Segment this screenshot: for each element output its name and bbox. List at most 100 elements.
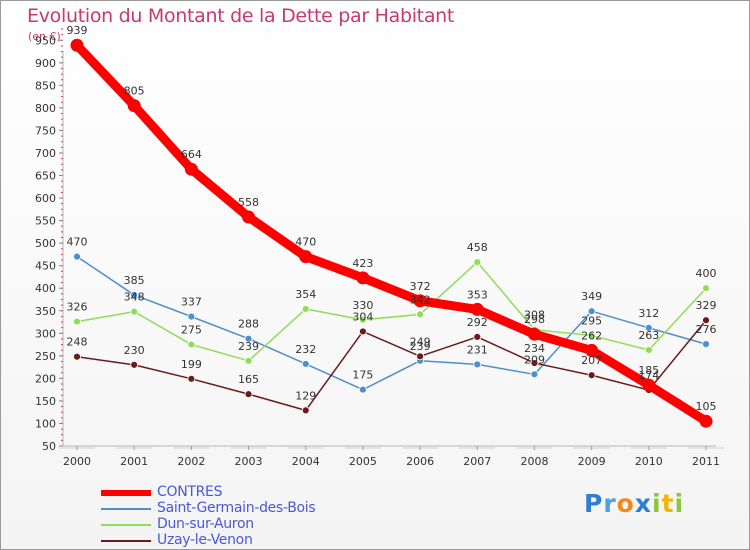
data-point (702, 316, 710, 325)
data-point (301, 360, 310, 368)
y-tick-label: 950 (35, 34, 56, 47)
data-point (299, 250, 313, 264)
data-point (187, 340, 196, 349)
legend-swatch (101, 524, 151, 526)
data-label: 288 (238, 318, 259, 331)
x-tick-label: 2009 (578, 455, 606, 468)
x-tick-label: 2002 (177, 455, 205, 468)
data-point (187, 374, 196, 383)
legend-swatch (101, 508, 151, 510)
data-label: 308 (524, 309, 545, 322)
data-label: 423 (352, 257, 373, 270)
y-tick-label: 400 (35, 282, 56, 295)
logo-letter: o (616, 489, 635, 518)
data-point (130, 291, 139, 299)
data-label: 664 (181, 148, 202, 161)
x-tick-label: 2006 (406, 455, 434, 468)
data-point (301, 406, 310, 415)
data-point (73, 252, 81, 261)
data-label: 329 (696, 299, 717, 312)
data-label: 185 (638, 364, 659, 377)
y-tick-label: 50 (42, 440, 56, 453)
data-point (242, 210, 256, 224)
chart-title: Evolution du Montant de la Dette par Hab… (27, 5, 455, 27)
data-label: 234 (524, 342, 545, 355)
data-point (73, 317, 81, 326)
y-tick-label: 800 (35, 102, 56, 115)
logo-letter: P (584, 489, 604, 518)
data-point (359, 315, 367, 324)
data-label: 230 (124, 344, 145, 357)
series-line-2 (76, 261, 707, 362)
y-tick-label: 200 (35, 372, 56, 385)
data-point (473, 333, 482, 341)
data-label: 129 (295, 389, 316, 402)
data-point (587, 307, 596, 316)
data-point (702, 340, 710, 349)
y-tick-label: 650 (35, 170, 56, 183)
data-label: 312 (638, 307, 659, 320)
y-tick-label: 450 (35, 260, 56, 273)
data-point (244, 390, 253, 399)
data-point (184, 162, 198, 176)
data-label: 239 (238, 340, 259, 353)
y-tick-label: 700 (35, 147, 56, 160)
y-tick-label: 250 (35, 350, 56, 363)
logo-letter: i (674, 489, 685, 518)
data-point (644, 323, 653, 332)
x-tick-label: 2010 (635, 455, 663, 468)
data-label: 939 (67, 24, 88, 37)
x-tick-label: 2004 (292, 455, 320, 468)
data-label: 295 (581, 315, 602, 328)
data-label: 249 (410, 335, 431, 348)
x-tick-label: 2008 (520, 455, 548, 468)
data-label: 231 (467, 343, 488, 356)
y-tick-label: 150 (35, 395, 56, 408)
data-label: 174 (638, 369, 659, 382)
data-point (70, 38, 84, 52)
y-tick-label: 900 (35, 57, 56, 70)
data-point (530, 359, 539, 367)
data-label: 276 (696, 323, 717, 336)
data-label: 372 (410, 280, 431, 293)
series-line-1 (76, 255, 707, 391)
legend-swatch (101, 540, 151, 542)
y-tick-label: 750 (35, 124, 56, 137)
data-point (413, 294, 427, 308)
data-label: 330 (352, 299, 373, 312)
data-point (359, 385, 367, 394)
legend-swatch (101, 490, 151, 496)
data-point (130, 307, 139, 316)
data-label: 292 (467, 316, 488, 329)
data-label: 348 (124, 291, 145, 304)
logo-letter: t (661, 489, 675, 518)
data-label: 470 (295, 236, 316, 249)
data-label: 342 (410, 293, 431, 306)
data-label: 353 (467, 288, 488, 301)
series-line-0 (72, 40, 711, 426)
data-label: 558 (238, 196, 259, 209)
y-tick-label: 550 (35, 215, 56, 228)
data-label: 326 (67, 301, 88, 314)
data-label: 385 (124, 274, 145, 287)
x-tick-label: 2003 (235, 455, 263, 468)
data-point (642, 378, 656, 392)
data-label: 165 (238, 373, 259, 386)
logo-letter: i (652, 489, 662, 518)
data-label: 349 (581, 290, 602, 303)
x-tick-label: 2011 (692, 455, 720, 468)
data-point (530, 370, 539, 379)
legend-label: Dun-sur-Auron (157, 516, 254, 532)
data-point (702, 284, 710, 293)
data-label: 458 (467, 241, 488, 254)
logo-letter: r (603, 489, 617, 518)
data-point (127, 99, 141, 113)
logo-letter: x (634, 489, 652, 518)
data-point (416, 352, 424, 361)
data-point (130, 360, 139, 369)
data-label: 209 (524, 353, 545, 366)
data-label: 275 (181, 324, 202, 337)
data-label: 248 (67, 336, 88, 349)
data-point (244, 356, 253, 365)
data-label: 805 (124, 85, 145, 98)
